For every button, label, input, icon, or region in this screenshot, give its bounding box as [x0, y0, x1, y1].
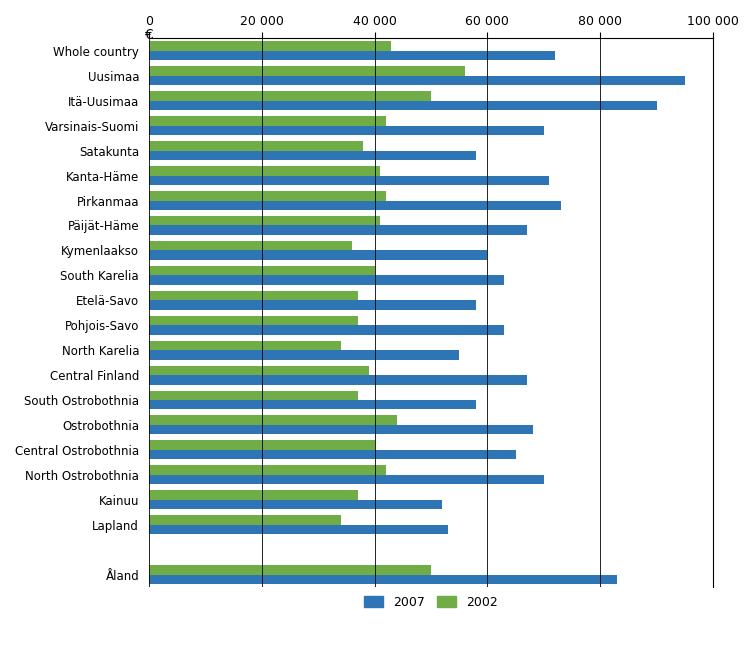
Bar: [149, 51, 555, 61]
Bar: [149, 475, 544, 484]
Bar: [149, 275, 504, 285]
Bar: [149, 325, 504, 334]
Bar: [149, 166, 380, 175]
Bar: [149, 191, 386, 201]
Bar: [149, 400, 476, 409]
Bar: [149, 67, 464, 76]
Bar: [149, 101, 657, 110]
Bar: [149, 490, 357, 500]
Bar: [149, 141, 363, 151]
Bar: [149, 301, 476, 310]
Bar: [149, 375, 527, 385]
Bar: [149, 391, 357, 400]
Bar: [149, 525, 448, 534]
Bar: [149, 340, 341, 350]
Bar: [149, 42, 391, 51]
Bar: [149, 574, 617, 584]
Bar: [149, 226, 527, 235]
Bar: [149, 565, 431, 574]
Bar: [149, 266, 375, 275]
Bar: [149, 350, 459, 360]
Bar: [149, 116, 386, 126]
Bar: [149, 316, 357, 325]
Bar: [149, 366, 369, 375]
Bar: [149, 126, 544, 135]
Bar: [149, 91, 431, 101]
Legend: 2007, 2002: 2007, 2002: [359, 591, 503, 614]
Bar: [149, 151, 476, 160]
Bar: [149, 500, 443, 509]
Bar: [149, 250, 487, 260]
Bar: [149, 466, 386, 475]
Bar: [149, 450, 516, 460]
Bar: [149, 515, 341, 525]
Bar: [149, 425, 532, 434]
Bar: [149, 201, 561, 210]
Bar: [149, 415, 397, 425]
Bar: [149, 175, 550, 185]
Bar: [149, 291, 357, 301]
Bar: [149, 76, 685, 85]
Bar: [149, 241, 352, 250]
Text: €: €: [145, 27, 153, 42]
Bar: [149, 440, 375, 450]
Bar: [149, 216, 380, 226]
